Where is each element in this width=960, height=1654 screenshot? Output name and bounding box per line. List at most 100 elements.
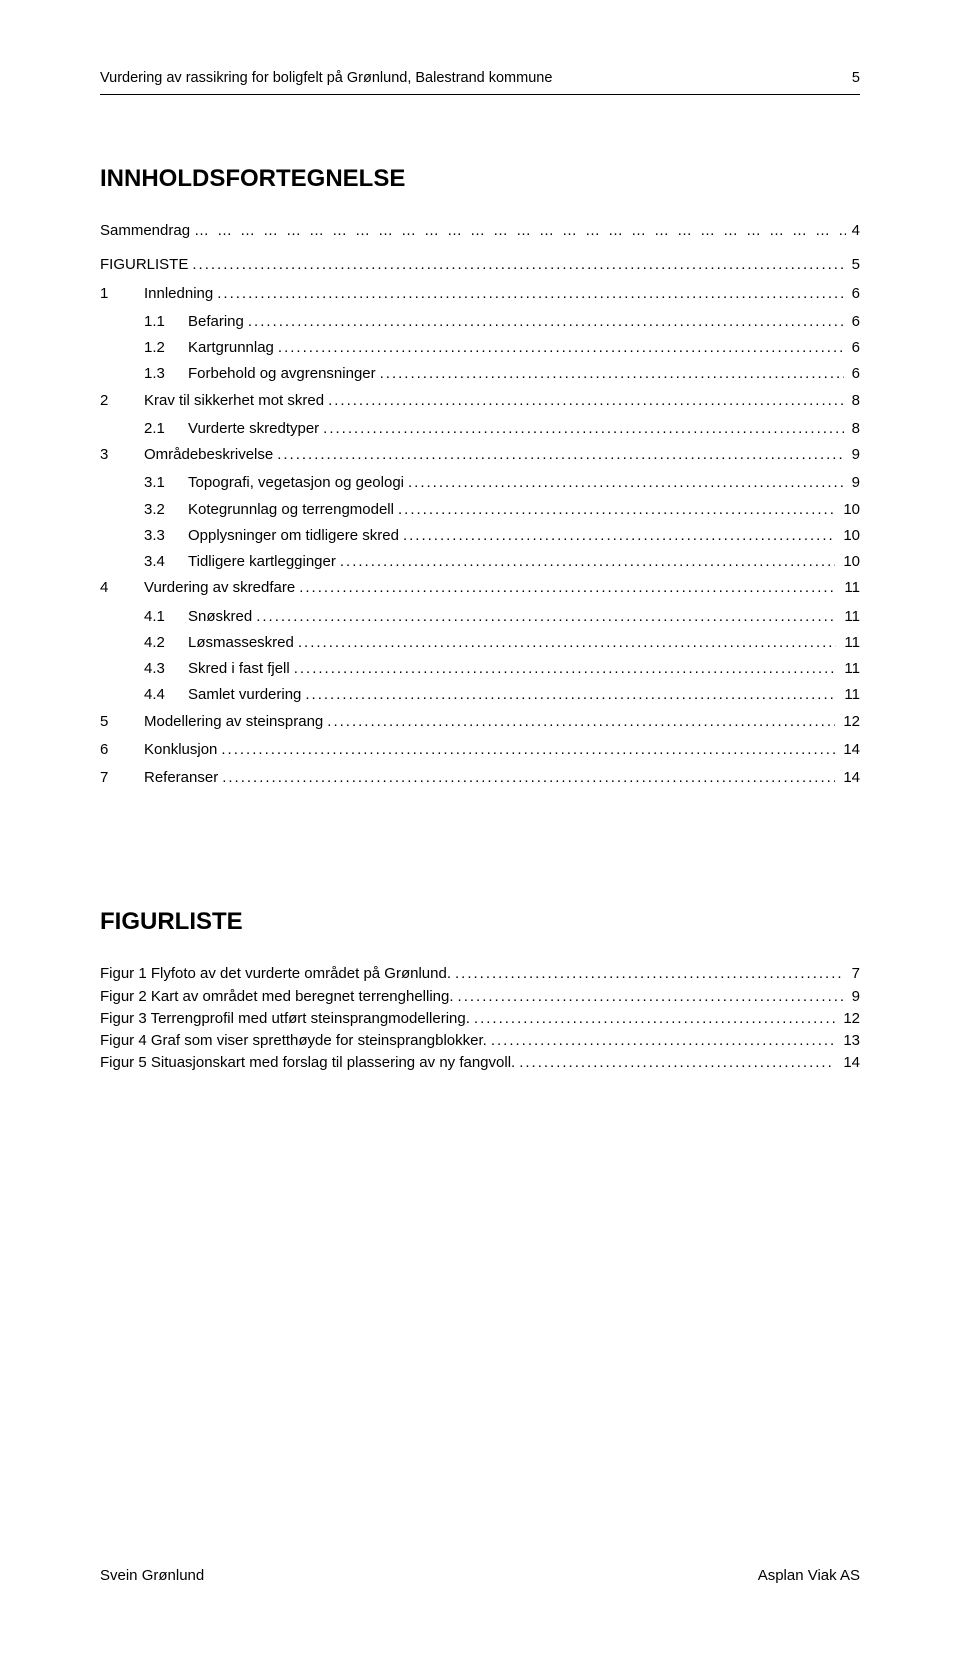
toc-row: 1.3Forbehold og avgrensninger 6: [144, 364, 860, 384]
toc-row: 4.4Samlet vurdering 11: [144, 685, 860, 705]
toc-number: 1.2: [144, 338, 188, 358]
toc-label: Kotegrunnlag og terrengmodell: [188, 500, 394, 520]
toc-leader-dots: [192, 255, 843, 275]
figure-leader-dots: [491, 1031, 835, 1051]
toc-page: 9: [852, 473, 860, 493]
toc-leader-dots: [340, 552, 835, 572]
toc-page: 12: [843, 712, 860, 732]
toc-number: 4.2: [144, 633, 188, 653]
toc-label: Områdebeskrivelse: [144, 445, 273, 465]
footer-left: Svein Grønlund: [100, 1567, 204, 1584]
toc-page: 11: [844, 633, 860, 653]
toc-number: 7: [100, 768, 144, 788]
figure-leader-dots: [474, 1009, 835, 1029]
figure-label: Figur 2 Kart av området med beregnet ter…: [100, 987, 454, 1007]
toc-row: 4.2Løsmasseskred 11: [144, 633, 860, 653]
toc-page: 11: [844, 578, 860, 598]
header-title: Vurdering av rassikring for boligfelt på…: [100, 70, 552, 86]
figure-label: Figur 3 Terrengprofil med utført steinsp…: [100, 1009, 470, 1029]
figure-page: 12: [843, 1009, 860, 1029]
figure-page: 14: [843, 1053, 860, 1073]
toc-leader-dots: [217, 284, 843, 304]
figure-leader-dots: [458, 987, 844, 1007]
toc-page: 8: [852, 419, 860, 439]
toc-number: 1.1: [144, 312, 188, 332]
toc-page: 14: [843, 768, 860, 788]
toc-leader-dots: [194, 221, 846, 241]
footer-right: Asplan Viak AS: [758, 1567, 860, 1584]
toc-page: 11: [844, 685, 860, 705]
toc-page: 9: [852, 445, 860, 465]
toc-number: 1: [100, 284, 144, 304]
toc-page: 10: [843, 500, 860, 520]
toc-number: 5: [100, 712, 144, 732]
toc-row: 1.2Kartgrunnlag 6: [144, 338, 860, 358]
toc-row: 1.1Befaring 6: [144, 312, 860, 332]
toc-page: 6: [852, 338, 860, 358]
toc-leader-dots: [222, 768, 835, 788]
toc-row-sammendrag: Sammendrag 4: [100, 221, 860, 241]
toc-page: 10: [843, 526, 860, 546]
toc-row: 5Modellering av steinsprang 12: [100, 712, 860, 732]
toc-leader-dots: [256, 607, 836, 627]
toc-label: Topografi, vegetasjon og geologi: [188, 473, 404, 493]
toc-row: 3.2Kotegrunnlag og terrengmodell 10: [144, 500, 860, 520]
figure-row: Figur 5 Situasjonskart med forslag til p…: [100, 1053, 860, 1073]
toc-page: 11: [844, 659, 860, 679]
toc-leader-dots: [221, 740, 835, 760]
toc-label: Innledning: [144, 284, 213, 304]
toc-label: Forbehold og avgrensninger: [188, 364, 376, 384]
toc-leader-dots: [294, 659, 837, 679]
page-header: Vurdering av rassikring for boligfelt på…: [100, 70, 860, 86]
toc-label: Befaring: [188, 312, 244, 332]
toc-number: 4.4: [144, 685, 188, 705]
toc-label: Modellering av steinsprang: [144, 712, 323, 732]
toc-leader-dots: [278, 338, 844, 358]
toc-page: 8: [852, 391, 860, 411]
toc-row: 3.3Opplysninger om tidligere skred 10: [144, 526, 860, 546]
toc-number: 3: [100, 445, 144, 465]
toc-leader-dots: [327, 712, 835, 732]
toc-leader-dots: [380, 364, 844, 384]
toc-row: 4.3Skred i fast fjell 11: [144, 659, 860, 679]
toc-row: 3Områdebeskrivelse 9: [100, 445, 860, 465]
toc-page: 6: [852, 364, 860, 384]
header-rule: [100, 94, 860, 95]
figure-page: 7: [852, 964, 860, 984]
toc-label: Opplysninger om tidligere skred: [188, 526, 399, 546]
toc-leader-dots: [248, 312, 844, 332]
figure-row: Figur 1 Flyfoto av det vurderte området …: [100, 964, 860, 984]
toc-leader-dots: [398, 500, 835, 520]
toc-label: Løsmasseskred: [188, 633, 294, 653]
toc-number: 4: [100, 578, 144, 598]
toc-label: Tidligere kartlegginger: [188, 552, 336, 572]
toc-page: 5: [852, 255, 860, 275]
figure-leader-dots: [455, 964, 844, 984]
toc-page: 14: [843, 740, 860, 760]
toc-row: 3.4Tidligere kartlegginger 10: [144, 552, 860, 572]
toc-number: 3.4: [144, 552, 188, 572]
toc-label: Konklusjon: [144, 740, 217, 760]
toc-label: Snøskred: [188, 607, 252, 627]
figure-page: 13: [843, 1031, 860, 1051]
document-page: Vurdering av rassikring for boligfelt på…: [0, 0, 960, 1654]
toc-row: 2.1Vurderte skredtyper 8: [144, 419, 860, 439]
toc-number: 2.1: [144, 419, 188, 439]
figure-label: Figur 5 Situasjonskart med forslag til p…: [100, 1053, 515, 1073]
toc-row: 3.1Topografi, vegetasjon og geologi 9: [144, 473, 860, 493]
toc-leader-dots: [298, 633, 837, 653]
toc-number: 3.3: [144, 526, 188, 546]
toc-leader-dots: [305, 685, 836, 705]
toc-leader-dots: [408, 473, 844, 493]
toc-label: Vurdering av skredfare: [144, 578, 295, 598]
toc-number: 3.2: [144, 500, 188, 520]
toc-page: 11: [844, 607, 860, 627]
toc-row: 2Krav til sikkerhet mot skred 8: [100, 391, 860, 411]
toc-number: 4.1: [144, 607, 188, 627]
toc-label: Samlet vurdering: [188, 685, 301, 705]
toc-page: 6: [852, 284, 860, 304]
figure-page: 9: [852, 987, 860, 1007]
figure-label: Figur 4 Graf som viser spretthøyde for s…: [100, 1031, 487, 1051]
toc-row: 7Referanser 14: [100, 768, 860, 788]
toc-row: 4Vurdering av skredfare 11: [100, 578, 860, 598]
